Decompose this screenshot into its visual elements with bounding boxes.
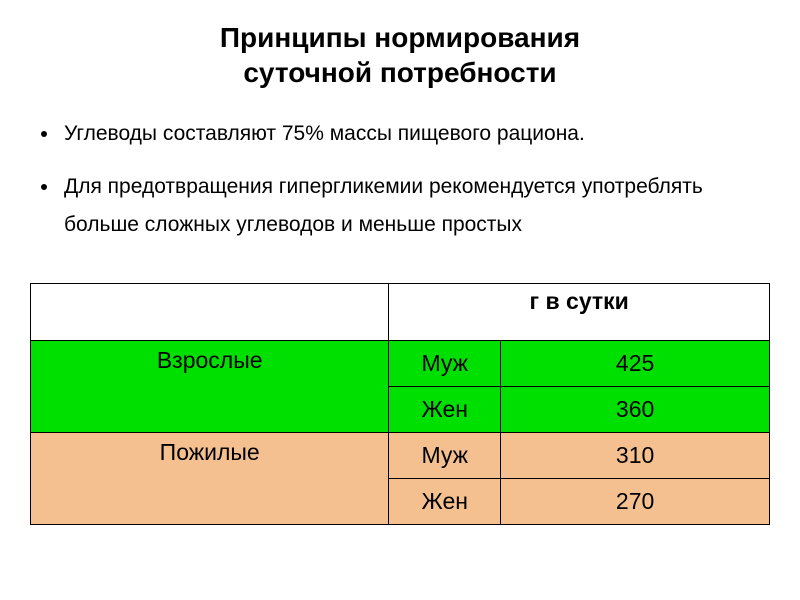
- title-line1: Принципы нормирования: [220, 22, 580, 53]
- header-unit: г в сутки: [389, 284, 770, 341]
- group-cell: Взрослые: [31, 341, 389, 433]
- bullet-item: Углеводы составляют 75% массы пищевого р…: [60, 115, 770, 153]
- nutrient-table: г в сутки Взрослые Муж 425 Жен 360 Пожил…: [30, 283, 770, 525]
- gender-cell: Муж: [389, 433, 501, 479]
- slide-title: Принципы нормирования суточной потребнос…: [30, 20, 770, 90]
- bullet-item: Для предотвращения гипергликемии рекомен…: [60, 168, 770, 244]
- value-cell: 270: [501, 479, 770, 525]
- table-header-row: г в сутки: [31, 284, 770, 341]
- gender-cell: Муж: [389, 341, 501, 387]
- value-cell: 425: [501, 341, 770, 387]
- table-row: Пожилые Муж 310: [31, 433, 770, 479]
- table-row: Взрослые Муж 425: [31, 341, 770, 387]
- title-line2: суточной потребности: [243, 57, 556, 88]
- group-cell: Пожилые: [31, 433, 389, 525]
- gender-cell: Жен: [389, 387, 501, 433]
- value-cell: 360: [501, 387, 770, 433]
- value-cell: 310: [501, 433, 770, 479]
- header-blank: [31, 284, 389, 341]
- gender-cell: Жен: [389, 479, 501, 525]
- bullet-list: Углеводы составляют 75% массы пищевого р…: [30, 115, 770, 243]
